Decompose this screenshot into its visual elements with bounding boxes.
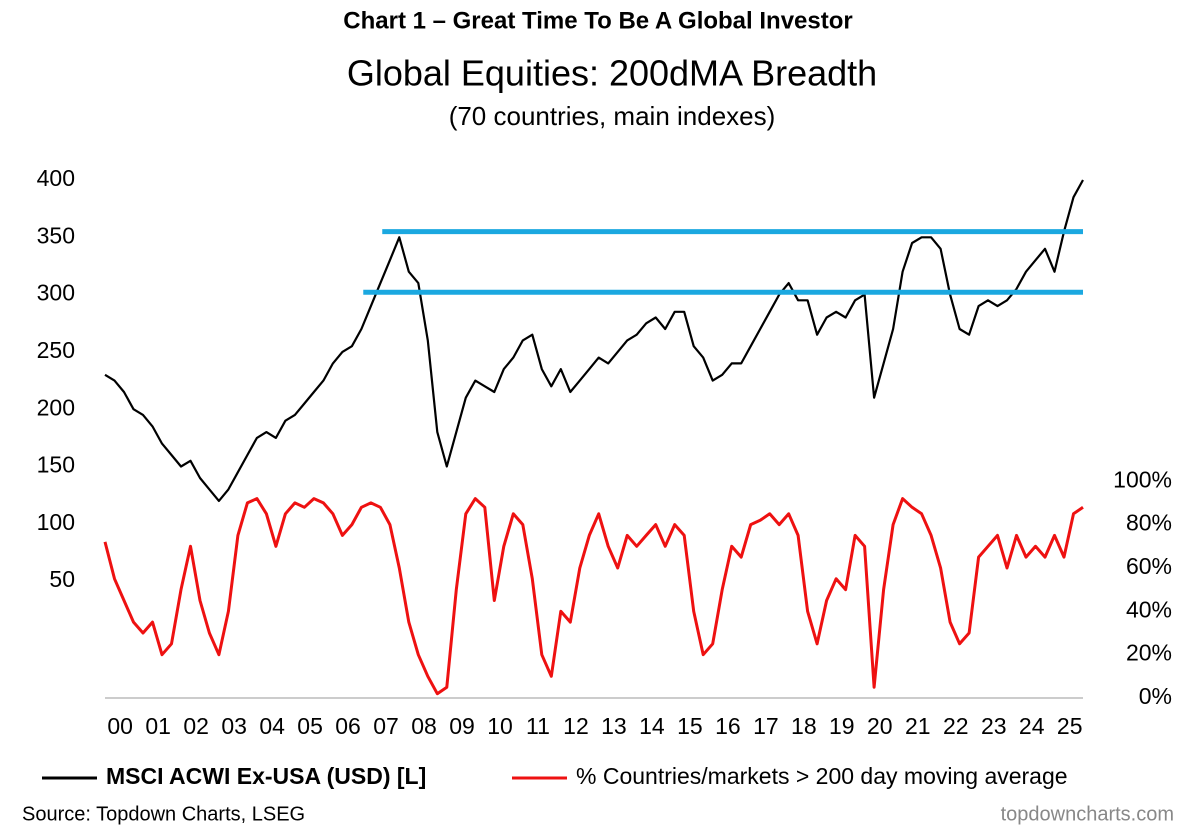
x-tick-label: 00 [107, 713, 133, 739]
x-tick-label: 22 [943, 713, 969, 739]
legend-label: % Countries/markets > 200 day moving ave… [576, 763, 1068, 789]
x-tick-label: 06 [335, 713, 361, 739]
y-tick-label: 200 [37, 394, 75, 420]
chart-label: Chart 1 – Great Time To Be A Global Inve… [343, 7, 852, 34]
x-tick-label: 20 [867, 713, 893, 739]
y2-tick-label: 20% [1126, 640, 1172, 666]
x-tick-label: 21 [905, 713, 931, 739]
x-tick-label: 14 [639, 713, 665, 739]
x-tick-label: 23 [981, 713, 1007, 739]
x-tick-label: 16 [715, 713, 741, 739]
y-tick-label: 100 [37, 509, 75, 535]
chart-title: Global Equities: 200dMA Breadth [347, 53, 877, 94]
x-tick-label: 25 [1057, 713, 1083, 739]
x-tick-label: 04 [259, 713, 285, 739]
y2-tick-label: 60% [1126, 553, 1172, 579]
y2-tick-label: 0% [1139, 683, 1172, 709]
x-tick-label: 15 [677, 713, 703, 739]
y-tick-label: 400 [37, 165, 75, 191]
y-tick-label: 50 [49, 566, 75, 592]
y-tick-label: 150 [37, 452, 75, 478]
x-tick-label: 01 [145, 713, 171, 739]
x-tick-label: 19 [829, 713, 855, 739]
x-tick-label: 10 [487, 713, 513, 739]
x-tick-label: 24 [1019, 713, 1045, 739]
chart-subtitle: (70 countries, main indexes) [449, 101, 776, 131]
x-tick-label: 18 [791, 713, 817, 739]
legend-label: MSCI ACWI Ex-USA (USD) [L] [106, 763, 426, 789]
y-tick-label: 300 [37, 280, 75, 306]
y2-tick-label: 80% [1126, 510, 1172, 536]
source: Source: Topdown Charts, LSEG [22, 803, 305, 825]
x-tick-label: 11 [526, 713, 550, 739]
y-tick-label: 250 [37, 337, 75, 363]
x-tick-label: 05 [297, 713, 323, 739]
x-tick-label: 09 [449, 713, 475, 739]
x-tick-label: 03 [221, 713, 247, 739]
x-tick-label: 02 [183, 713, 209, 739]
x-tick-label: 13 [601, 713, 627, 739]
x-tick-label: 12 [563, 713, 589, 739]
series-line [104, 179, 1084, 502]
series-line [103, 497, 1084, 696]
y2-tick-label: 100% [1113, 466, 1172, 492]
x-tick-label: 07 [373, 713, 399, 739]
watermark: topdowncharts.com [1001, 803, 1174, 825]
y2-tick-label: 40% [1126, 596, 1172, 622]
y-tick-label: 350 [37, 222, 75, 248]
x-tick-label: 17 [753, 713, 779, 739]
x-tick-label: 08 [411, 713, 437, 739]
